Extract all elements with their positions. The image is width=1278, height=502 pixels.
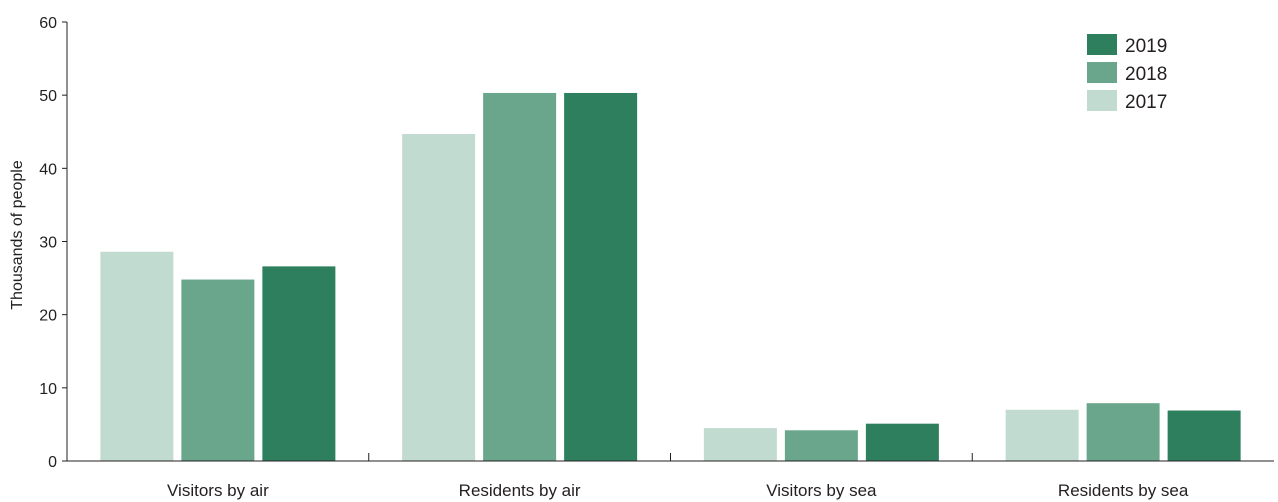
legend-swatch-2019 bbox=[1087, 34, 1117, 55]
bar-2018-2 bbox=[784, 430, 858, 461]
y-tick-label-10: 10 bbox=[39, 381, 57, 398]
y-tick-label-20: 20 bbox=[39, 308, 57, 325]
y-tick-label-30: 30 bbox=[39, 235, 57, 252]
bar-2018-3 bbox=[1086, 403, 1160, 461]
y-tick-label-60: 60 bbox=[39, 15, 57, 32]
bar-2018-1 bbox=[483, 92, 557, 461]
bar-2019-0 bbox=[262, 266, 336, 461]
x-axis-ticks bbox=[368, 453, 973, 461]
y-tick-label-0: 0 bbox=[48, 454, 57, 471]
y-tick-label-40: 40 bbox=[39, 161, 57, 178]
x-axis-category-labels: Visitors by air Residents by air Visitors … bbox=[167, 481, 1189, 500]
bar-2017-2 bbox=[703, 428, 777, 461]
y-tick-label-50: 50 bbox=[39, 88, 57, 105]
bar-2019-2 bbox=[865, 423, 939, 461]
legend-label-2019: 2019 bbox=[1125, 36, 1167, 57]
category-label-3: Residents by sea bbox=[1058, 481, 1189, 500]
bars bbox=[100, 92, 1241, 461]
bar-2019-1 bbox=[564, 92, 638, 461]
category-label-1: Residents by air bbox=[459, 481, 581, 500]
y-axis-label: Thousands of people bbox=[9, 160, 26, 310]
bar-2019-3 bbox=[1167, 410, 1241, 461]
legend-swatch-2017 bbox=[1087, 90, 1117, 111]
category-label-2: Visitors by sea bbox=[766, 481, 877, 500]
legend-label-2017: 2017 bbox=[1125, 92, 1167, 113]
bar-2017-1 bbox=[402, 133, 476, 461]
category-label-0: Visitors by air bbox=[167, 481, 269, 500]
legend-label-2018: 2018 bbox=[1125, 64, 1167, 85]
legend: 2019 2018 2017 bbox=[1087, 34, 1167, 113]
legend-swatch-2018 bbox=[1087, 62, 1117, 83]
bar-2017-3 bbox=[1005, 409, 1079, 461]
y-axis-ticks: 0 10 20 30 40 50 60 bbox=[39, 15, 67, 471]
bar-2017-0 bbox=[100, 251, 174, 461]
bar-2018-0 bbox=[181, 279, 255, 461]
